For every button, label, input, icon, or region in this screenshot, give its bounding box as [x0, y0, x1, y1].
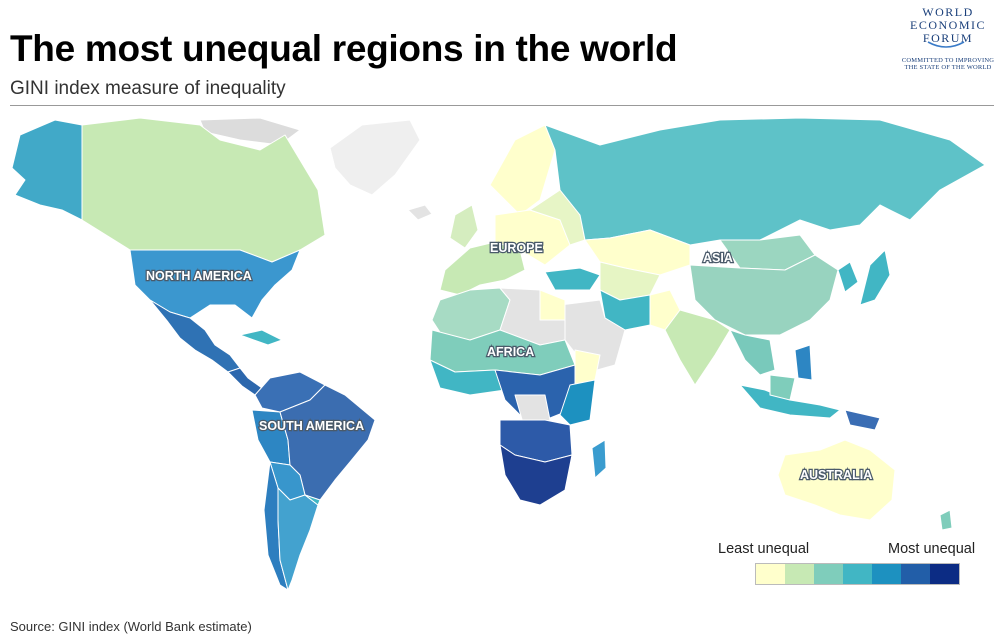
- legend-high-label: Most unequal: [888, 541, 976, 557]
- region-greenland: [329, 119, 421, 196]
- logo-line-3: FORUM: [922, 31, 974, 45]
- label-south-america: SOUTH AMERICA: [259, 419, 364, 433]
- legend-color-scale: [755, 563, 960, 585]
- region-china: [689, 254, 839, 336]
- region-scandinavia: [489, 124, 556, 216]
- world-map: NORTH AMERICA SOUTH AMERICA EUROPE AFRIC…: [11, 117, 986, 591]
- region-southern-africa: [499, 444, 573, 506]
- legend-swatch-4: [843, 564, 872, 584]
- region-madagascar: [591, 439, 607, 479]
- region-australia: [777, 439, 896, 521]
- region-borneo: [769, 374, 796, 401]
- region-horn: [574, 349, 601, 386]
- region-western-europe: [439, 241, 526, 296]
- chart-title: The most unequal regions in the world: [10, 28, 678, 69]
- region-iceland: [407, 204, 433, 221]
- region-canada: [81, 117, 326, 263]
- region-caribbean: [239, 329, 283, 346]
- region-philippines: [794, 344, 813, 381]
- region-korea-japan: [837, 261, 859, 293]
- region-papua-new-guinea: [844, 409, 881, 431]
- logo-swoosh: [927, 41, 965, 48]
- label-australia: AUSTRALIA: [800, 468, 872, 482]
- wef-logo: WORLD ECONOMIC FORUM COMMITTED TO IMPROV…: [900, 5, 996, 72]
- header-divider: [10, 105, 994, 106]
- legend-swatch-1: [756, 564, 785, 584]
- region-india: [664, 309, 731, 386]
- region-east-africa: [559, 379, 596, 426]
- region-argentina: [277, 487, 319, 591]
- legend-swatch-6: [901, 564, 930, 584]
- label-north-america: NORTH AMERICA: [146, 269, 252, 283]
- region-southeast-asia: [729, 329, 776, 376]
- region-new-zealand: [939, 509, 953, 531]
- region-egypt: [539, 289, 566, 321]
- region-turkey: [544, 267, 601, 291]
- label-europe: EUROPE: [490, 241, 543, 255]
- label-africa: AFRICA: [487, 345, 534, 359]
- source-note: Source: GINI index (World Bank estimate): [10, 619, 252, 634]
- logo-tagline: COMMITTED TO IMPROVING THE STATE OF THE …: [901, 57, 995, 71]
- region-uk-ireland: [449, 204, 479, 249]
- legend-low-label: Least unequal: [718, 541, 810, 557]
- region-russia: [544, 117, 986, 246]
- region-central-america: [227, 367, 263, 396]
- logo-line-2: ECONOMIC: [909, 18, 986, 32]
- legend-swatch-7: [930, 564, 959, 584]
- logo-line-1: WORLD: [922, 5, 974, 19]
- region-alaska: [11, 119, 83, 221]
- label-asia: ASIA: [703, 251, 733, 265]
- legend-swatch-5: [872, 564, 901, 584]
- legend-swatch-2: [785, 564, 814, 584]
- chart-subtitle: GINI index measure of inequality: [10, 78, 286, 99]
- region-uruguay: [304, 494, 321, 506]
- legend-swatch-3: [814, 564, 843, 584]
- region-japan: [859, 249, 891, 306]
